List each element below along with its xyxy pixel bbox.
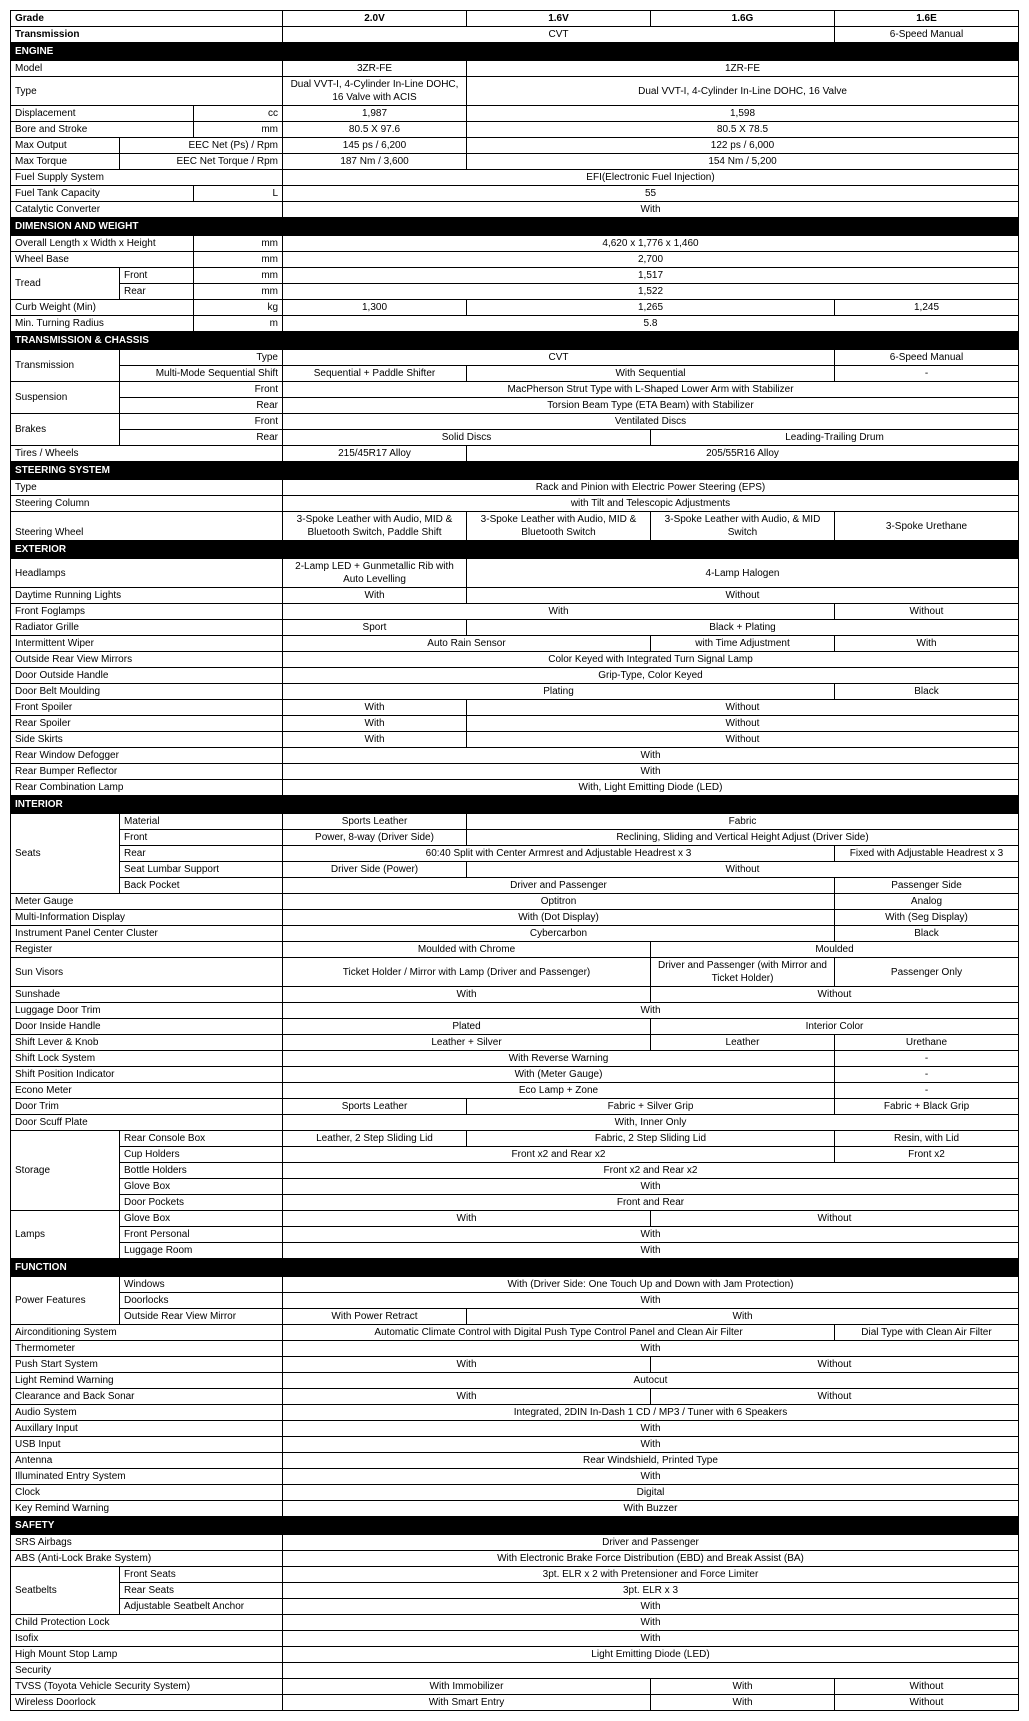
tc-section: TRANSMISSION & CHASSIS (11, 332, 1019, 350)
ext-section: EXTERIOR (11, 541, 1019, 559)
spec-table: Grade2.0V1.6V1.6G1.6E TransmissionCVT6-S… (10, 10, 1019, 1711)
engine-section: ENGINE (11, 43, 1019, 61)
int-section: INTERIOR (11, 796, 1019, 814)
dim-section: DIMENSION AND WEIGHT (11, 218, 1019, 236)
safety-section: SAFETY (11, 1517, 1019, 1535)
func-section: FUNCTION (11, 1259, 1019, 1277)
steer-section: STEERING SYSTEM (11, 462, 1019, 480)
grade-label: Grade (11, 11, 283, 27)
